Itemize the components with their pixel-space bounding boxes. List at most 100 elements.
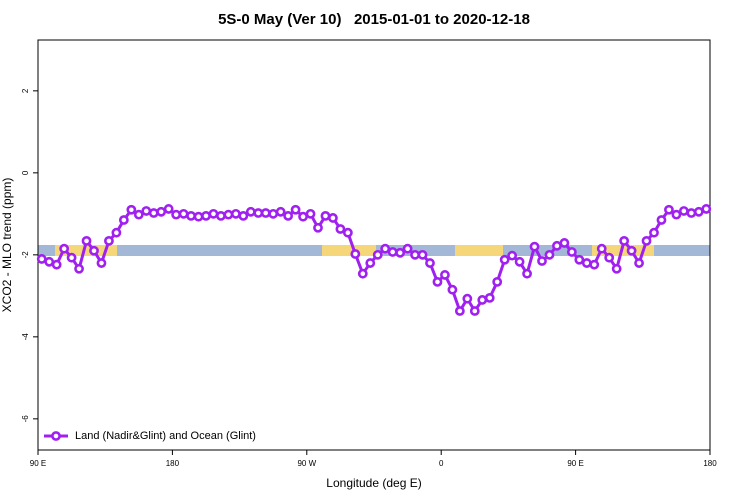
data-point bbox=[611, 263, 622, 274]
data-point bbox=[320, 210, 331, 221]
x-axis-label: Longitude (deg E) bbox=[326, 476, 421, 490]
data-point bbox=[559, 238, 570, 248]
data-point bbox=[581, 258, 592, 268]
x-tick-label: 180 bbox=[703, 459, 717, 468]
data-point bbox=[604, 252, 615, 263]
data-point bbox=[380, 243, 391, 254]
data-point bbox=[492, 276, 503, 287]
x-tick-label: 180 bbox=[166, 459, 180, 468]
data-point bbox=[634, 258, 644, 268]
data-point bbox=[514, 256, 525, 267]
data-point bbox=[208, 208, 219, 219]
data-point bbox=[440, 270, 450, 280]
data-point bbox=[96, 258, 107, 268]
data-point bbox=[522, 268, 532, 279]
data-point bbox=[357, 268, 368, 279]
x-tick-label: 90 E bbox=[567, 459, 583, 468]
data-point bbox=[328, 213, 338, 223]
data-point bbox=[432, 276, 443, 287]
data-point bbox=[104, 235, 114, 246]
data-point bbox=[350, 249, 361, 259]
data-point bbox=[619, 235, 630, 246]
data-point bbox=[335, 224, 346, 234]
data-point bbox=[74, 263, 84, 274]
data-point bbox=[552, 240, 562, 251]
data-point bbox=[230, 208, 241, 219]
data-point bbox=[193, 211, 204, 222]
data-point bbox=[566, 247, 577, 257]
legend-label: Land (Nadir&Glint) and Ocean (Glint) bbox=[75, 430, 256, 442]
data-point bbox=[201, 210, 211, 221]
data-point bbox=[626, 245, 637, 256]
data-point bbox=[574, 254, 585, 265]
data-point bbox=[126, 204, 137, 215]
data-point bbox=[447, 284, 458, 295]
data-point bbox=[111, 227, 122, 238]
data-point bbox=[148, 208, 159, 218]
data-point bbox=[290, 204, 301, 215]
y-tick-label: -6 bbox=[21, 415, 30, 423]
data-point bbox=[141, 206, 152, 216]
data-point bbox=[529, 241, 540, 252]
data-point bbox=[678, 206, 689, 216]
y-axis-label: XCO2 - MLO trend (ppm) bbox=[0, 178, 14, 313]
data-point bbox=[544, 249, 555, 260]
data-point bbox=[693, 206, 704, 217]
data-point bbox=[402, 243, 413, 254]
legend-marker bbox=[51, 431, 61, 441]
data-point bbox=[477, 295, 488, 305]
data-point bbox=[283, 210, 294, 221]
data-point bbox=[507, 250, 518, 261]
y-tick-label: -4 bbox=[21, 333, 30, 341]
data-point bbox=[275, 206, 286, 217]
data-point bbox=[36, 254, 47, 264]
data-point bbox=[253, 208, 264, 218]
data-point bbox=[178, 208, 189, 219]
data-point bbox=[44, 256, 55, 267]
data-point bbox=[537, 256, 547, 266]
data-point bbox=[305, 208, 316, 219]
data-point bbox=[484, 292, 495, 303]
data-point bbox=[238, 210, 249, 221]
data-point bbox=[387, 247, 398, 257]
data-point bbox=[425, 258, 435, 268]
data-point bbox=[417, 249, 428, 260]
data-point bbox=[596, 243, 607, 254]
data-point bbox=[395, 247, 406, 258]
x-tick-label: 90 W bbox=[297, 459, 316, 468]
data-point bbox=[163, 204, 174, 214]
data-point bbox=[66, 252, 77, 263]
data-point bbox=[223, 209, 234, 220]
data-point bbox=[686, 208, 697, 218]
data-point bbox=[671, 209, 682, 220]
data-point bbox=[365, 258, 376, 268]
data-point bbox=[268, 208, 279, 219]
data-point bbox=[298, 211, 308, 222]
data-point bbox=[656, 215, 667, 225]
data-point bbox=[313, 222, 323, 233]
data-point bbox=[410, 249, 420, 260]
data-point bbox=[372, 249, 383, 260]
data-point bbox=[156, 206, 167, 217]
data-point bbox=[216, 210, 226, 221]
data-point bbox=[499, 254, 510, 265]
plot-frame bbox=[37, 39, 711, 451]
y-tick-label: 2 bbox=[21, 88, 30, 93]
data-point bbox=[454, 306, 465, 316]
y-tick-label: -2 bbox=[21, 251, 30, 259]
data-point bbox=[469, 306, 480, 316]
data-point bbox=[342, 227, 353, 238]
chart-title: 5S-0 May (Ver 10) 2015-01-01 to 2020-12-… bbox=[218, 11, 530, 28]
data-point bbox=[59, 243, 70, 254]
data-point bbox=[133, 209, 144, 220]
data-point bbox=[462, 293, 473, 304]
data-point bbox=[89, 245, 99, 256]
x-tick-label: 0 bbox=[439, 459, 444, 468]
data-point bbox=[186, 210, 196, 221]
data-point bbox=[649, 227, 659, 238]
data-point bbox=[245, 206, 256, 217]
data-point bbox=[589, 259, 600, 270]
data-point bbox=[664, 204, 674, 215]
data-point bbox=[81, 235, 92, 246]
